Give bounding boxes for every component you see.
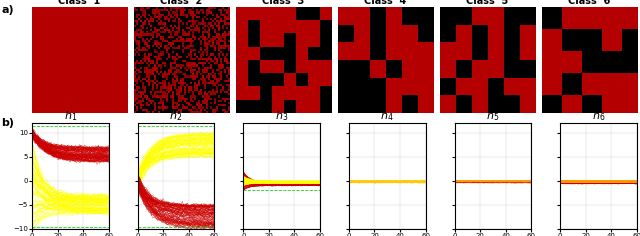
Title: $h_4$: $h_4$ <box>380 110 394 123</box>
Title: Class  4: Class 4 <box>364 0 406 6</box>
Title: $h_5$: $h_5$ <box>486 110 500 123</box>
Title: Class  5: Class 5 <box>466 0 508 6</box>
Title: $h_2$: $h_2$ <box>170 110 182 123</box>
Title: $h_6$: $h_6$ <box>592 110 605 123</box>
Text: b): b) <box>1 118 14 128</box>
Title: Class  3: Class 3 <box>262 0 305 6</box>
Text: a): a) <box>1 5 14 15</box>
Title: Class  1: Class 1 <box>58 0 100 6</box>
Title: $h_1$: $h_1$ <box>63 110 77 123</box>
Title: Class  6: Class 6 <box>568 0 611 6</box>
Title: $h_3$: $h_3$ <box>275 110 288 123</box>
Title: Class  2: Class 2 <box>161 0 203 6</box>
